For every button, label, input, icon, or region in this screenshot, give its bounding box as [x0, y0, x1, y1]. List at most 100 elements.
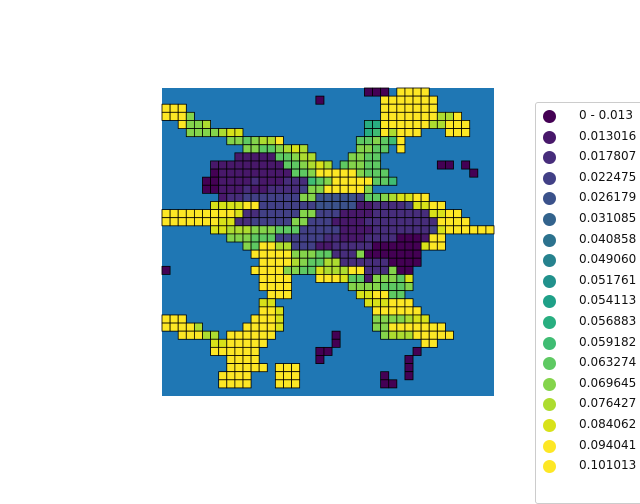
legend-label: 0.013016 — [579, 128, 637, 143]
grid-cell — [412, 233, 422, 243]
grid-cell — [291, 233, 301, 243]
choropleth-grid — [161, 87, 495, 389]
grid-cell — [283, 265, 292, 275]
grid-cell — [339, 225, 349, 235]
legend-label: 0.094041 — [579, 437, 637, 452]
grid-cell — [388, 128, 398, 138]
grid-cell — [445, 111, 454, 121]
grid-cell — [283, 152, 292, 162]
grid-cell — [331, 192, 341, 202]
grid-cell — [331, 176, 341, 186]
grid-cell — [283, 201, 292, 210]
grid-cell — [461, 217, 471, 227]
grid-cell — [364, 233, 373, 243]
grid-cell — [210, 209, 220, 219]
grid-cell — [242, 241, 252, 251]
grid-cell — [396, 201, 406, 210]
grid-cell — [428, 241, 438, 251]
grid-cell — [250, 346, 260, 356]
grid-cell — [412, 103, 422, 113]
grid-cell — [242, 152, 252, 162]
grid-cell — [291, 152, 301, 162]
grid-cell — [283, 144, 292, 154]
grid-cell — [396, 95, 406, 105]
grid-cell — [274, 209, 284, 219]
grid-cell — [266, 290, 276, 300]
grid-cell — [250, 217, 260, 227]
grid-cell — [420, 314, 430, 324]
legend-label: 0.076427 — [579, 396, 637, 411]
legend-marker-icon — [543, 171, 556, 185]
grid-cell — [307, 201, 317, 210]
grid-cell — [307, 241, 317, 251]
grid-cell — [339, 192, 349, 202]
legend-marker-icon — [543, 110, 556, 123]
grid-cell — [388, 274, 398, 283]
grid-cell — [299, 176, 309, 186]
grid-cell — [283, 241, 292, 251]
grid-cell — [291, 160, 301, 170]
legend-marker-icon — [543, 233, 556, 247]
grid-cell — [291, 249, 301, 259]
grid-cell — [210, 330, 220, 340]
grid-cell — [428, 103, 438, 113]
legend-marker-icon — [543, 254, 556, 268]
grid-cell — [453, 128, 463, 138]
grid-cell — [185, 217, 195, 227]
grid-cell — [226, 346, 236, 356]
grid-cell — [283, 233, 292, 243]
grid-cell — [331, 201, 341, 210]
grid-cell — [420, 217, 430, 227]
grid-cell — [258, 176, 268, 186]
grid-cell — [258, 217, 268, 227]
grid-cell — [453, 217, 463, 227]
grid-cell — [299, 209, 309, 219]
grid-cell — [436, 322, 446, 332]
grid-cell — [412, 241, 422, 251]
grid-cell — [234, 168, 244, 178]
grid-cell — [396, 192, 406, 202]
grid-cell — [388, 249, 398, 259]
grid-cell — [461, 120, 471, 129]
grid-cell — [315, 355, 325, 364]
grid-cell — [388, 265, 398, 275]
grid-cell — [420, 192, 430, 202]
grid-cell — [299, 257, 309, 267]
grid-cell — [339, 241, 349, 251]
grid-cell — [396, 314, 406, 324]
grid-cell — [323, 217, 333, 227]
grid-cell — [210, 217, 220, 227]
grid-cell — [226, 176, 236, 186]
grid-cell — [420, 201, 430, 210]
grid-cell — [372, 136, 382, 146]
grid-cell — [258, 330, 268, 340]
grid-cell — [323, 160, 333, 170]
grid-cell — [226, 128, 236, 138]
grid-cell — [453, 209, 463, 219]
grid-cell — [339, 160, 349, 170]
legend-marker-icon — [543, 460, 556, 474]
grid-cell — [404, 225, 414, 235]
grid-cell — [412, 322, 422, 332]
grid-cell — [258, 225, 268, 235]
grid-cell — [283, 225, 292, 235]
grid-cell — [396, 257, 406, 267]
grid-cell — [388, 95, 398, 105]
grid-cell — [283, 176, 292, 186]
grid-cell — [347, 184, 357, 194]
grid-cell — [396, 87, 406, 97]
grid-cell — [388, 176, 398, 186]
grid-cell — [202, 217, 211, 227]
legend-marker-icon — [543, 274, 556, 288]
grid-cell — [266, 233, 276, 243]
legend-item: 0.031085 — [536, 209, 640, 229]
grid-cell — [218, 209, 228, 219]
grid-cell — [299, 241, 309, 251]
grid-cell — [380, 209, 390, 219]
grid-cell — [283, 371, 292, 381]
grid-cell — [193, 120, 203, 129]
grid-cell — [388, 192, 398, 202]
grid-cell — [177, 111, 187, 121]
grid-cell — [412, 209, 422, 219]
grid-cell — [372, 306, 382, 316]
